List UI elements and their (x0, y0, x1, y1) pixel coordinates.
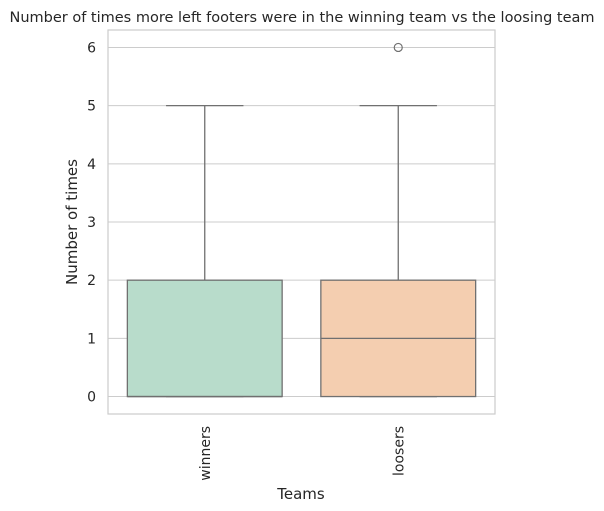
outlier-point (393, 42, 403, 53)
chart-title: Number of times more left footers were i… (9, 10, 594, 26)
x-axis-label: Teams (276, 485, 325, 503)
y-tick-label: 3 (87, 215, 96, 231)
box-winners (126, 104, 283, 398)
y-tick-label: 2 (87, 273, 96, 289)
y-tick-label: 0 (87, 390, 96, 406)
box-iqr (126, 279, 283, 398)
y-tick-label: 6 (87, 40, 96, 56)
y-tick-label: 1 (87, 331, 96, 347)
y-axis-label: Number of times (63, 159, 81, 285)
plot-frame (107, 29, 496, 415)
x-tick-label: winners (198, 426, 214, 481)
y-tick-labels: 0 1 2 3 4 5 6 (87, 40, 96, 405)
y-tick-label: 5 (87, 99, 96, 115)
x-tick-label: loosers (391, 426, 407, 476)
y-tick-label: 4 (87, 157, 96, 173)
box-loosers (320, 42, 477, 398)
boxes-layer (126, 42, 477, 398)
x-tick-labels: winners loosers (198, 426, 408, 481)
